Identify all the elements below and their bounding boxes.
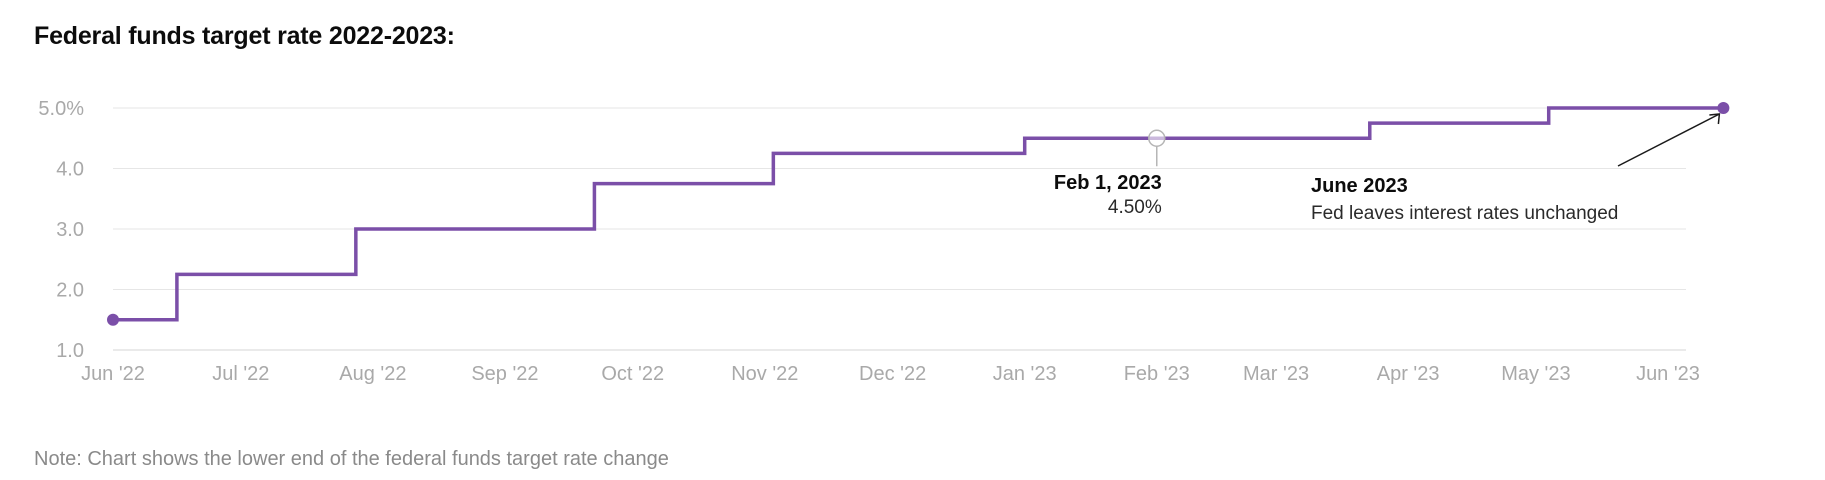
y-tick-label: 2.0	[56, 280, 84, 302]
chart-note: Note: Chart shows the lower end of the f…	[34, 448, 669, 470]
x-tick-label: Sep '22	[471, 363, 538, 385]
x-tick-label: Dec '22	[859, 363, 926, 385]
june-annotation-title: June 2023	[1311, 175, 1408, 197]
x-tick-label: Jan '23	[993, 363, 1057, 385]
x-tick-label: Oct '22	[601, 363, 664, 385]
x-axis-ticks: Jun '22 Jul '22 Aug '22 Sep '22 Oct '22 Nov '…	[81, 363, 1700, 385]
x-tick-label: Aug '22	[339, 363, 406, 385]
feb-annotation-marker	[1148, 129, 1166, 147]
june-annotation-arrowhead	[1709, 113, 1721, 125]
x-tick-label: Jun '22	[81, 363, 145, 385]
y-tick-label: 4.0	[56, 159, 84, 181]
feb-annotation-value: 4.50%	[1108, 197, 1162, 218]
x-tick-label: Nov '22	[731, 363, 798, 385]
y-axis-ticks: 1.0 2.0 3.0 4.0 5.0%	[38, 98, 84, 362]
y-tick-label: 1.0	[56, 340, 84, 362]
series-lines	[113, 106, 1724, 322]
series-markers	[107, 102, 1730, 326]
series-end-marker	[1717, 102, 1730, 114]
chart-title: Federal funds target rate 2022-2023:	[34, 22, 455, 50]
grid-lines	[113, 107, 1686, 351]
y-tick-label: 5.0%	[38, 98, 84, 120]
x-tick-label: Feb '23	[1124, 363, 1190, 385]
x-tick-label: Mar '23	[1243, 363, 1309, 385]
series-line	[113, 106, 1724, 322]
feb-annotation-title: Feb 1, 2023	[1054, 172, 1162, 194]
x-tick-label: Apr '23	[1377, 363, 1440, 385]
june-annotation-text: Fed leaves interest rates unchanged	[1311, 203, 1618, 224]
june-annotation-arrow	[1617, 113, 1720, 167]
series-end-marker	[107, 313, 119, 326]
x-tick-label: May '23	[1501, 363, 1570, 385]
annotations: Feb 1, 2023 4.50% June 2023 Fed leaves i…	[1054, 113, 1721, 224]
x-tick-label: Jun '23	[1636, 363, 1700, 385]
x-tick-label: Jul '22	[212, 363, 269, 385]
y-tick-label: 3.0	[56, 219, 84, 241]
